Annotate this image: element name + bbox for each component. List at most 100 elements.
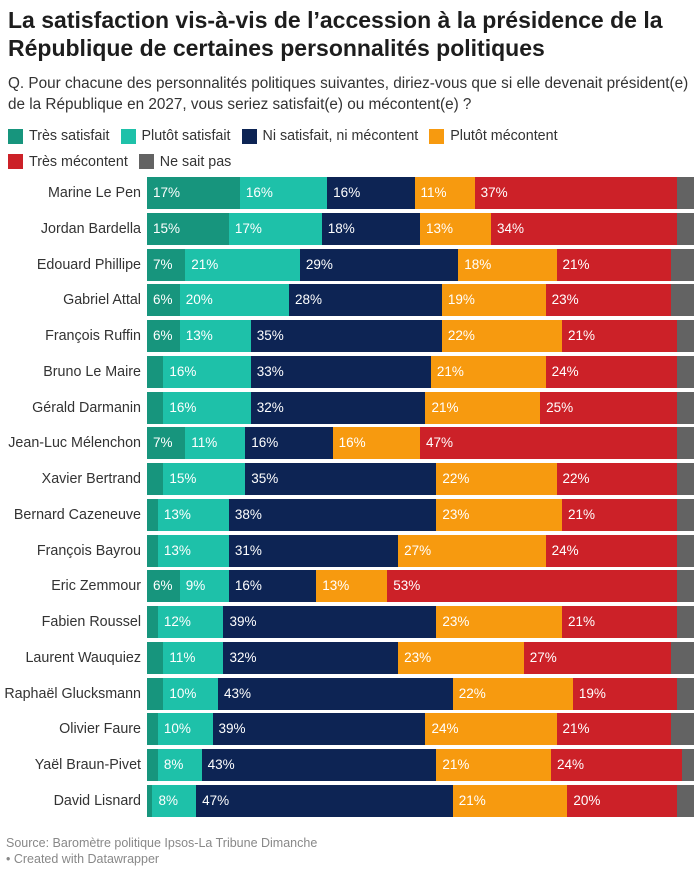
- data-label: 19%: [578, 685, 606, 701]
- bar-segment: [163, 641, 225, 674]
- data-label: 18%: [464, 256, 492, 272]
- data-label: 15%: [169, 471, 197, 486]
- data-label: 21%: [191, 256, 219, 272]
- data-label: 13%: [185, 328, 213, 343]
- bar-segment: [288, 284, 443, 317]
- data-label: 16%: [338, 435, 366, 451]
- bar-segment: [147, 677, 164, 710]
- legend: Très satisfait Plutôt satisfait Ni satisfa…: [8, 125, 696, 176]
- bar-segment: [147, 641, 164, 674]
- data-label: 32%: [256, 399, 284, 415]
- credit-line: • Created with Datawrapper: [6, 852, 160, 866]
- data-label: 32%: [229, 649, 257, 665]
- bar-segment: [676, 463, 694, 495]
- bar-segment: [147, 177, 241, 209]
- bar-segment: [157, 498, 230, 531]
- bar-segment: [147, 391, 164, 424]
- legend-item: Très satisfait: [8, 125, 110, 147]
- bar-segment: [676, 212, 694, 245]
- bar-segment: [157, 606, 225, 638]
- data-label: 16%: [251, 435, 279, 451]
- bar-segment: [676, 427, 694, 460]
- category-label: Raphaël Glucksmann: [4, 685, 141, 702]
- chart-subtitle: Q. Pour chacune des personnalités politi…: [8, 75, 689, 113]
- bar-segment: [540, 391, 678, 424]
- bar-segment: [228, 570, 317, 603]
- category-label: Gabriel Attal: [63, 292, 141, 309]
- bar-segment: [556, 248, 672, 281]
- bar-segment: [490, 212, 678, 245]
- bar-segment: [556, 463, 678, 495]
- bar-segment: [676, 677, 694, 710]
- bar-segment: [321, 212, 421, 245]
- data-label: 22%: [562, 471, 590, 486]
- data-label: 23%: [442, 506, 470, 522]
- data-label: 21%: [458, 792, 486, 808]
- bar-segment: [332, 427, 421, 460]
- data-label: 16%: [169, 399, 197, 415]
- bar-segment: [223, 606, 437, 638]
- bar-segment: [458, 248, 558, 281]
- data-label: 8%: [158, 792, 178, 808]
- data-label: 39%: [229, 614, 257, 629]
- data-label: 21%: [567, 328, 595, 343]
- chart-title: La satisfaction vis-à-vis de l’accession…: [8, 7, 663, 61]
- category-label: Marine Le Pen: [48, 185, 141, 201]
- data-label: 24%: [551, 542, 579, 558]
- bar-segment: [147, 355, 164, 388]
- data-label: 20%: [573, 792, 601, 808]
- data-label: 43%: [207, 757, 235, 772]
- category-label: Bruno Le Maire: [43, 363, 141, 380]
- bar-segment: [157, 713, 214, 746]
- data-label: 6%: [153, 578, 173, 594]
- bar-segment: [671, 713, 694, 746]
- bar-segment: [572, 677, 678, 710]
- bar-segment: [239, 177, 328, 209]
- bar-segment: [676, 606, 694, 638]
- bar-segment: [228, 498, 437, 531]
- bar-segment: [245, 463, 437, 495]
- bar-segment: [223, 641, 399, 674]
- bar-segment: [212, 713, 427, 746]
- data-label: 13%: [163, 506, 191, 522]
- data-label: 34%: [496, 220, 524, 236]
- category-label: Bernard Cazeneuve: [13, 506, 141, 523]
- legend-label: Plutôt satisfait: [141, 128, 231, 144]
- data-label: 19%: [447, 292, 475, 308]
- bar-segment: [676, 391, 694, 424]
- bar-segment: [420, 212, 492, 245]
- legend-swatch: [429, 128, 445, 144]
- data-label: 38%: [234, 506, 262, 522]
- legend-label: Plutôt mécontent: [450, 128, 558, 144]
- bar-segment: [163, 463, 246, 495]
- bar-segment: [561, 498, 678, 531]
- bar-segment: [196, 784, 454, 817]
- data-label: 53%: [393, 578, 421, 594]
- bar-segment: [316, 570, 388, 603]
- data-label: 6%: [153, 328, 173, 343]
- bar-segment: [452, 784, 568, 817]
- bar-segment: [147, 784, 154, 817]
- bar-segment: [676, 320, 694, 352]
- bar-segment: [179, 320, 252, 352]
- data-label: 7%: [153, 435, 173, 451]
- data-label: 39%: [218, 721, 246, 737]
- data-label: 9%: [185, 578, 206, 594]
- data-label: 15%: [153, 220, 181, 236]
- legend-item: Plutôt satisfait: [120, 125, 231, 147]
- bar-segment: [430, 355, 547, 388]
- data-label: 12%: [163, 614, 191, 629]
- data-label: 47%: [202, 792, 230, 808]
- bar-segment: [398, 534, 547, 567]
- bar-segment: [157, 534, 230, 567]
- bar-segment: [676, 534, 694, 567]
- bar-segment: [163, 391, 252, 424]
- data-label: 25%: [546, 399, 574, 415]
- category-label: Edouard Phillipe: [36, 256, 141, 273]
- legend-item: Plutôt mécontent: [429, 125, 558, 147]
- bar-segment: [676, 355, 694, 388]
- category-label: Xavier Bertrand: [41, 471, 141, 487]
- bar-segment: [436, 749, 552, 781]
- legend-label: Très satisfait: [29, 128, 110, 144]
- legend-item: Ni satisfait, ni mécontent: [241, 125, 418, 147]
